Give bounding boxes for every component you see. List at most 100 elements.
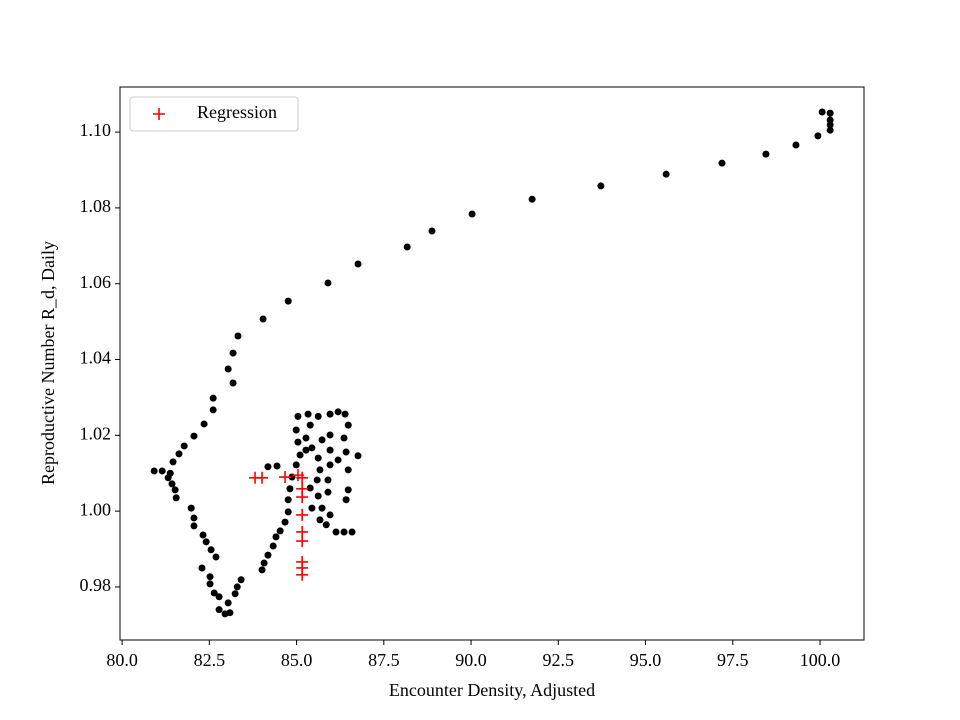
dot-marker (164, 474, 172, 482)
dot-marker (286, 485, 294, 493)
dot-marker (324, 476, 332, 484)
dot-marker (215, 606, 223, 614)
dot-marker (344, 486, 352, 494)
dot-marker (207, 546, 215, 554)
dot-marker (308, 504, 316, 512)
dot-marker (826, 116, 834, 124)
dot-marker (326, 410, 334, 418)
x-tick-label: 82.5 (194, 650, 226, 670)
legend-label: Regression (197, 102, 277, 122)
dot-marker (215, 593, 223, 601)
dot-marker (313, 476, 321, 484)
dot-marker (354, 260, 362, 268)
plus-marker (296, 471, 309, 484)
dot-marker (348, 528, 356, 536)
dot-marker (168, 480, 176, 488)
dot-marker (258, 566, 266, 574)
dot-marker (314, 412, 322, 420)
dot-marker (340, 434, 348, 442)
legend: Regression (129, 96, 299, 132)
dot-marker (212, 553, 220, 561)
dot-marker (284, 496, 292, 504)
x-tick-label: 95.0 (630, 650, 662, 670)
x-tick-label: 80.0 (106, 650, 138, 670)
dot-marker (294, 438, 302, 446)
dot-marker (231, 590, 239, 598)
dot-marker (308, 444, 316, 452)
y-tick-label: 1.10 (80, 120, 112, 140)
dot-marker (198, 564, 206, 572)
legend-marker (153, 108, 165, 120)
x-tick-label: 90.0 (455, 650, 487, 670)
dot-marker (324, 279, 332, 287)
y-tick-label: 0.98 (80, 575, 112, 595)
dot-marker (175, 450, 183, 458)
dot-marker (314, 454, 322, 462)
legend-box (129, 96, 299, 132)
dot-marker (202, 538, 210, 546)
dot-marker (597, 182, 605, 190)
dot-marker (792, 141, 800, 149)
plus-marker (296, 508, 309, 521)
x-tick-label: 100.0 (800, 650, 841, 670)
plus-marker (279, 471, 292, 484)
dot-marker (264, 551, 272, 559)
dot-marker (259, 315, 267, 323)
dot-marker (187, 504, 195, 512)
plus-marker (296, 491, 309, 504)
dot-marker (334, 408, 342, 416)
dot-marker (169, 458, 177, 466)
dot-marker (468, 210, 476, 218)
dot-marker (158, 467, 166, 475)
dot-marker (224, 365, 232, 373)
dot-marker (209, 406, 217, 414)
dot-marker (229, 349, 237, 357)
dot-marker (229, 379, 237, 387)
dot-marker (818, 108, 826, 116)
dot-marker (234, 332, 242, 340)
dot-marker (206, 580, 214, 588)
dot-marker (528, 195, 536, 203)
plot-frame (119, 86, 865, 641)
dot-marker (199, 531, 207, 539)
dot-marker (428, 227, 436, 235)
dot-marker (314, 492, 322, 500)
y-axis-label: Reproductive Number R_d, Daily (38, 241, 58, 485)
dot-marker (662, 170, 670, 178)
dot-marker (269, 542, 277, 550)
dot-marker (206, 573, 214, 581)
dot-marker (826, 121, 834, 129)
dot-marker (326, 511, 334, 519)
dot-marker (316, 516, 324, 524)
dot-marker (292, 461, 300, 469)
dot-marker (322, 521, 330, 529)
x-axis-label: Encounter Density, Adjusted (389, 680, 595, 700)
dot-marker (326, 461, 334, 469)
dot-marker (284, 297, 292, 305)
dot-marker (150, 467, 158, 475)
plus-marker (296, 568, 309, 581)
dot-marker (342, 496, 350, 504)
dot-marker (172, 494, 180, 502)
dot-marker (762, 150, 770, 158)
x-tick-label: 87.5 (368, 650, 400, 670)
dot-marker (318, 436, 326, 444)
dot-marker (344, 421, 352, 429)
dot-marker (233, 583, 241, 591)
dot-marker (342, 448, 350, 456)
dot-marker (341, 410, 349, 418)
dot-marker (180, 442, 188, 450)
dot-marker (306, 421, 314, 429)
dot-marker (284, 508, 292, 516)
dot-marker (340, 528, 348, 536)
dot-marker (332, 528, 340, 536)
dot-marker (281, 518, 289, 526)
dot-marker (403, 243, 411, 251)
dot-marker (326, 431, 334, 439)
dot-marker (344, 466, 352, 474)
dot-marker (209, 394, 217, 402)
plus-marker (256, 471, 269, 484)
dot-marker (260, 559, 268, 567)
dot-marker (316, 466, 324, 474)
dot-marker (304, 410, 312, 418)
